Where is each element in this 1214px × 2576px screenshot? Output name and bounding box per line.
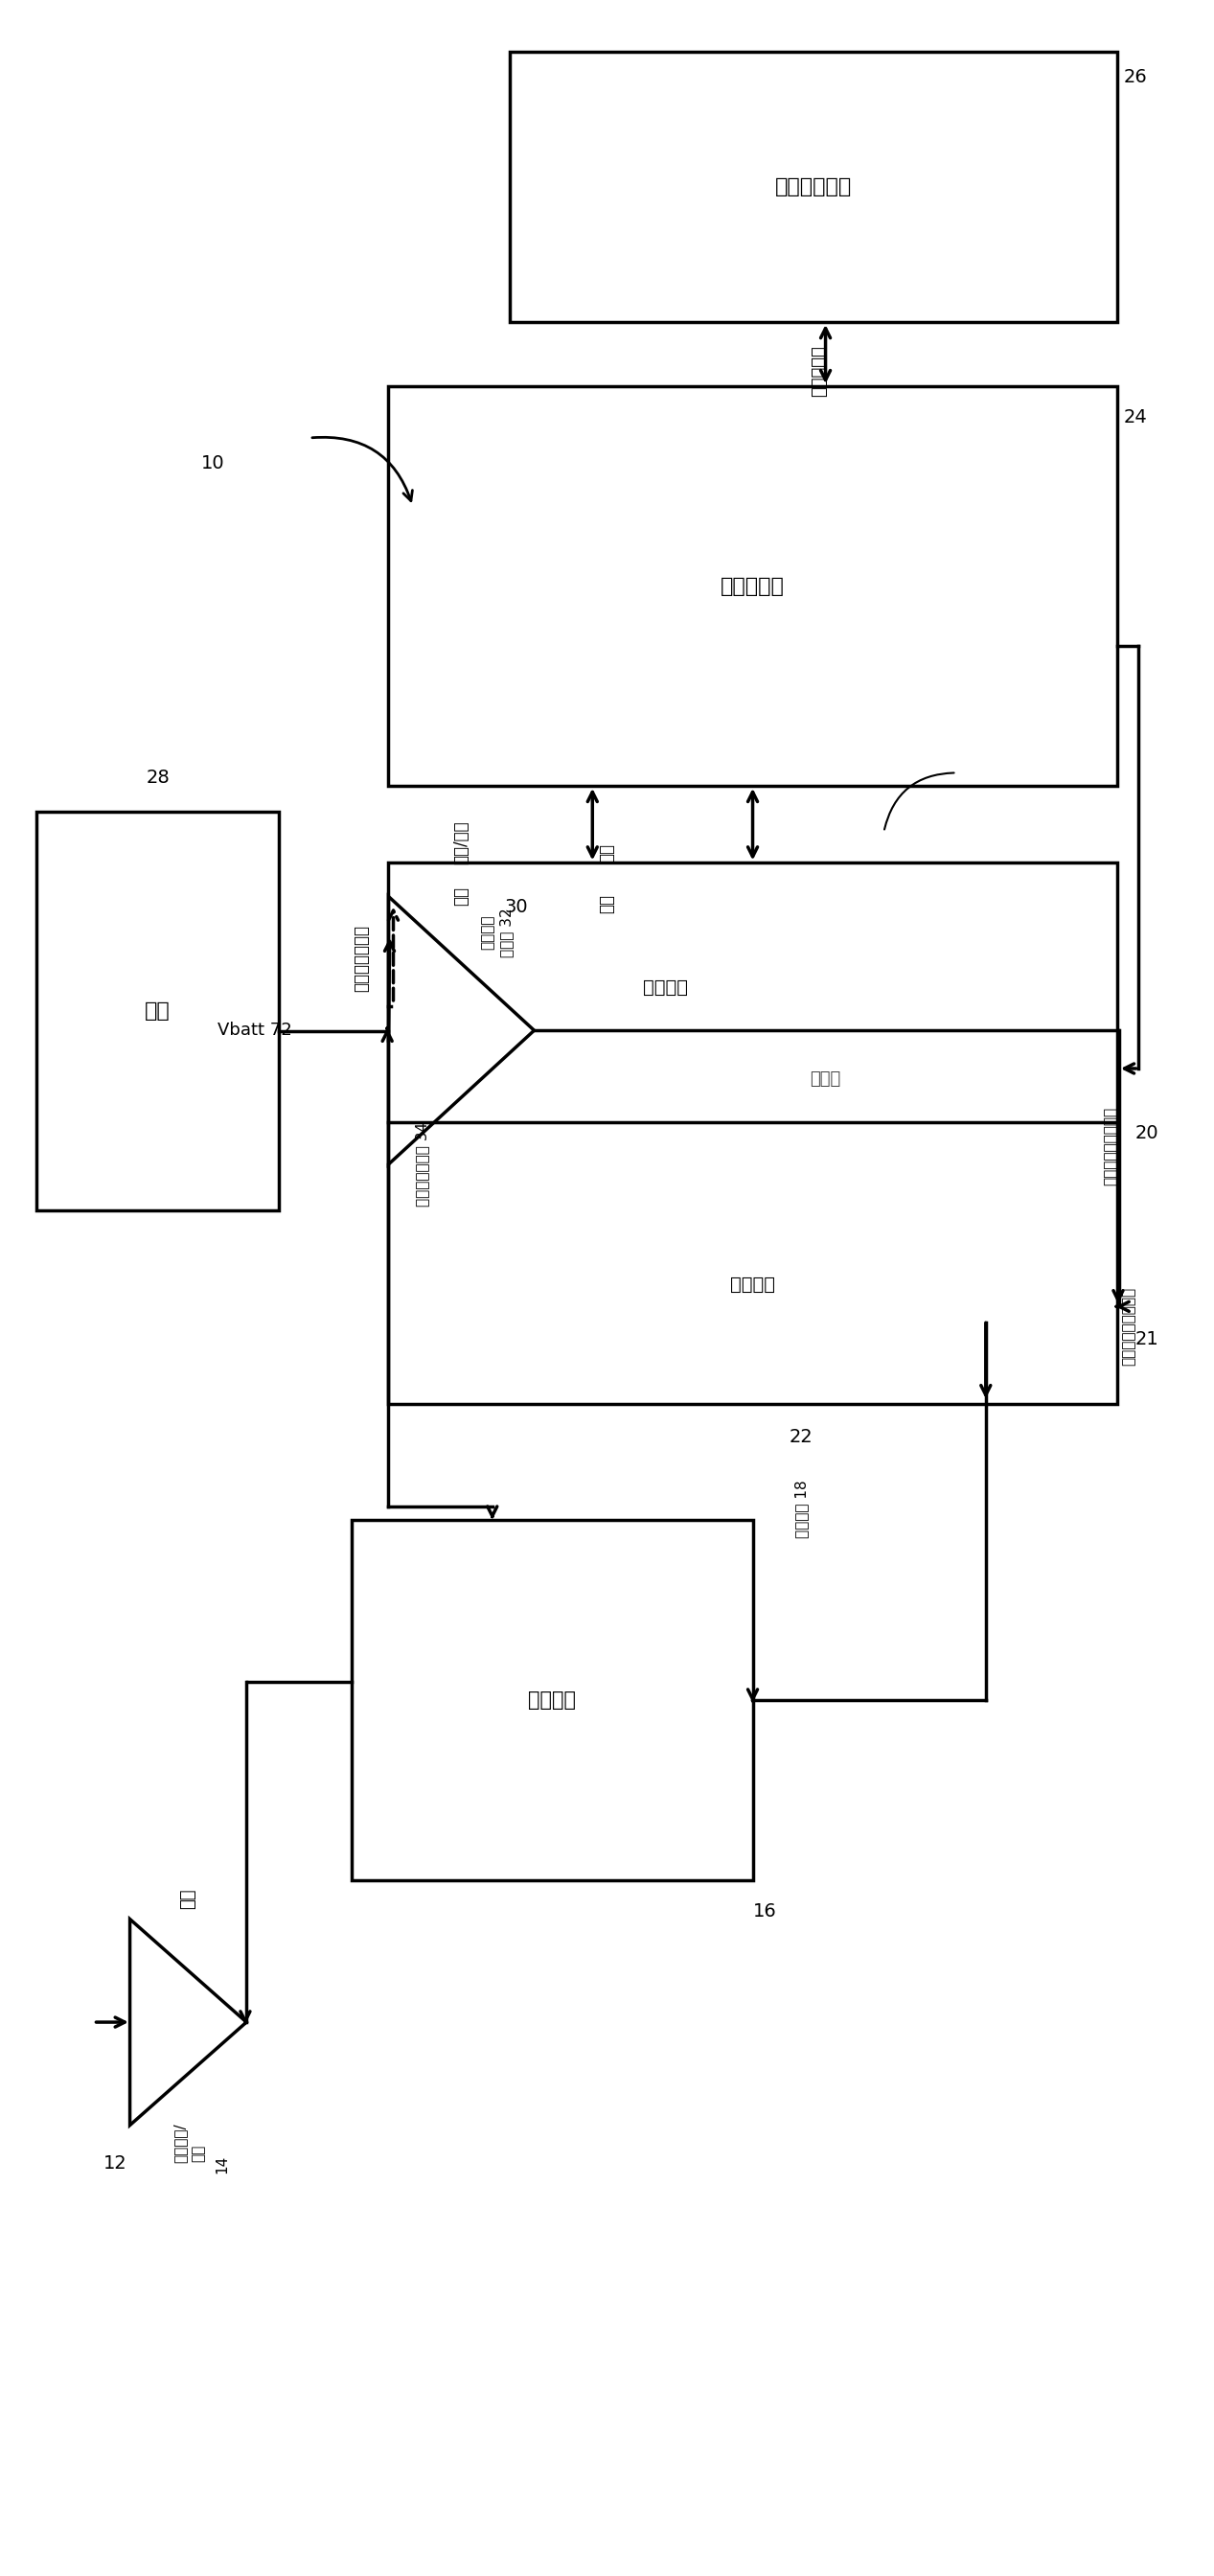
Text: 发射射频: 发射射频 xyxy=(642,979,688,997)
Text: 发射/接收: 发射/接收 xyxy=(453,822,470,863)
Text: 控制: 控制 xyxy=(599,842,615,863)
Text: 14: 14 xyxy=(215,2154,229,2174)
Text: 射频功率放大器: 射频功率放大器 xyxy=(353,925,370,992)
Text: 天线: 天线 xyxy=(180,1888,197,1909)
Text: 输出: 输出 xyxy=(191,2146,205,2161)
Text: 30: 30 xyxy=(504,896,528,917)
Text: 功率放大: 功率放大 xyxy=(481,914,495,951)
Text: 存储器子系统: 存储器子系统 xyxy=(775,178,852,196)
Text: 编程及存储: 编程及存储 xyxy=(811,345,828,397)
Text: 28: 28 xyxy=(146,768,170,788)
Text: 射频前端: 射频前端 xyxy=(528,1690,577,1710)
Text: 基带处理器: 基带处理器 xyxy=(721,577,784,595)
Bar xyxy=(36,811,279,1211)
Text: Vbatt 72: Vbatt 72 xyxy=(217,1023,293,1038)
Text: 10: 10 xyxy=(200,453,225,474)
Text: 器输入 32: 器输入 32 xyxy=(499,907,514,958)
Bar xyxy=(388,386,1117,786)
Text: 26: 26 xyxy=(1123,67,1147,88)
Text: 12: 12 xyxy=(103,2154,127,2174)
Bar xyxy=(352,1520,753,1880)
Text: 21: 21 xyxy=(1135,1329,1159,1350)
Text: 射频输入/: 射频输入/ xyxy=(172,2123,187,2164)
Text: 24: 24 xyxy=(1123,407,1147,428)
Text: 接收射频: 接收射频 xyxy=(730,1275,776,1293)
Text: 16: 16 xyxy=(753,1901,777,1922)
Text: 射频功率放大器状态: 射频功率放大器状态 xyxy=(1122,1288,1136,1365)
Text: 22: 22 xyxy=(789,1427,813,1448)
Text: 电池: 电池 xyxy=(144,1002,171,1020)
Text: 状态: 状态 xyxy=(599,894,615,914)
Text: 收发器: 收发器 xyxy=(810,1072,841,1087)
Bar xyxy=(510,52,1117,322)
Text: 功率放大器输出 34: 功率放大器输出 34 xyxy=(415,1123,430,1206)
Text: 射频功率放大器控制: 射频功率放大器控制 xyxy=(1104,1108,1118,1185)
Bar xyxy=(388,863,1117,1404)
Text: 接收输入 18: 接收输入 18 xyxy=(794,1481,809,1538)
Text: 信号: 信号 xyxy=(453,886,470,907)
Text: 20: 20 xyxy=(1135,1123,1159,1144)
